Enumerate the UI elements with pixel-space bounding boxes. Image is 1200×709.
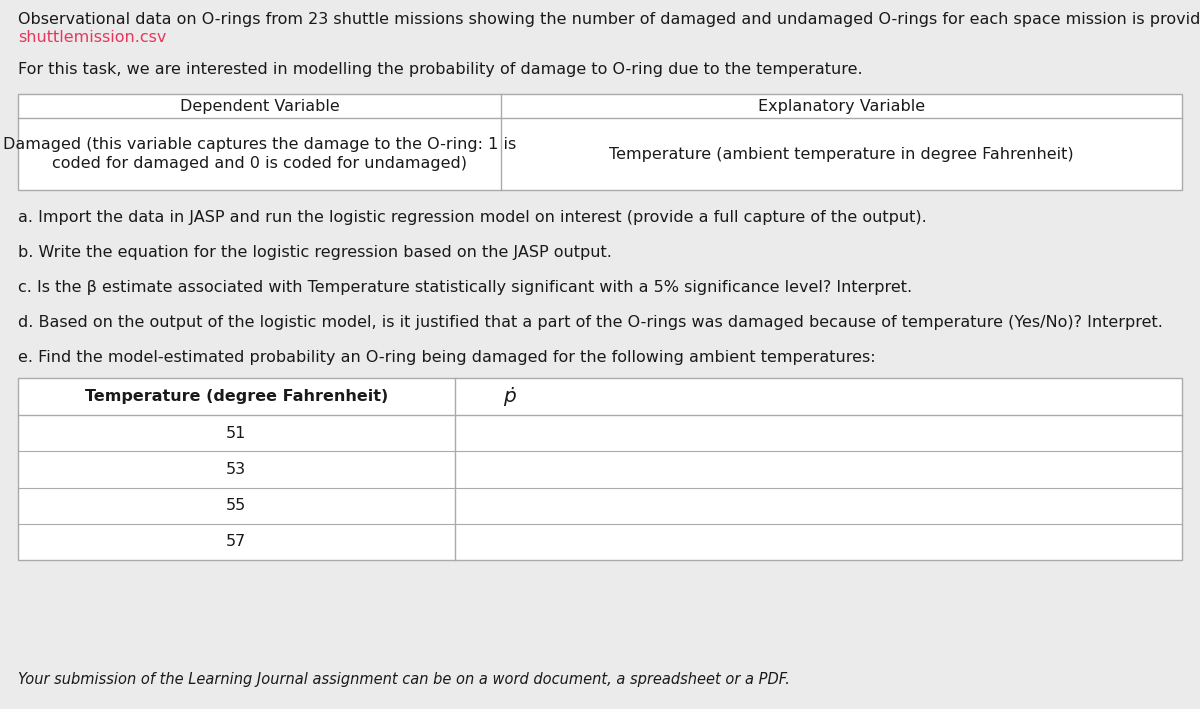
Text: 55: 55 — [226, 498, 246, 513]
Text: Dependent Variable: Dependent Variable — [180, 99, 340, 113]
Text: Your submission of the Learning Journal assignment can be on a word document, a : Your submission of the Learning Journal … — [18, 672, 790, 687]
Text: shuttlemission.csv: shuttlemission.csv — [18, 30, 167, 45]
Text: d. Based on the output of the logistic model, is it justified that a part of the: d. Based on the output of the logistic m… — [18, 315, 1163, 330]
Text: Damaged (this variable captures the damage to the O-ring: 1 is
coded for damaged: Damaged (this variable captures the dama… — [2, 137, 516, 172]
Text: b. Write the equation for the logistic regression based on the JASP output.: b. Write the equation for the logistic r… — [18, 245, 612, 260]
Bar — [18, 94, 1182, 190]
Text: For this task, we are interested in modelling the probability of damage to O-rin: For this task, we are interested in mode… — [18, 62, 863, 77]
Bar — [18, 378, 1182, 560]
Text: Temperature (degree Fahrenheit): Temperature (degree Fahrenheit) — [85, 389, 388, 404]
Text: c. Is the β estimate associated with Temperature statistically significant with : c. Is the β estimate associated with Tem… — [18, 280, 912, 295]
Text: 53: 53 — [226, 462, 246, 477]
Text: Explanatory Variable: Explanatory Variable — [758, 99, 925, 113]
Text: 51: 51 — [226, 425, 246, 440]
Text: Temperature (ambient temperature in degree Fahrenheit): Temperature (ambient temperature in degr… — [610, 147, 1074, 162]
Text: 57: 57 — [226, 535, 246, 549]
Text: ṗ: ṗ — [503, 387, 516, 406]
Text: Observational data on O-rings from 23 shuttle missions showing the number of dam: Observational data on O-rings from 23 sh… — [18, 12, 1200, 27]
Text: e. Find the model-estimated probability an O-ring being damaged for the followin: e. Find the model-estimated probability … — [18, 350, 876, 365]
Text: a. Import the data in JASP and run the logistic regression model on interest (pr: a. Import the data in JASP and run the l… — [18, 210, 926, 225]
